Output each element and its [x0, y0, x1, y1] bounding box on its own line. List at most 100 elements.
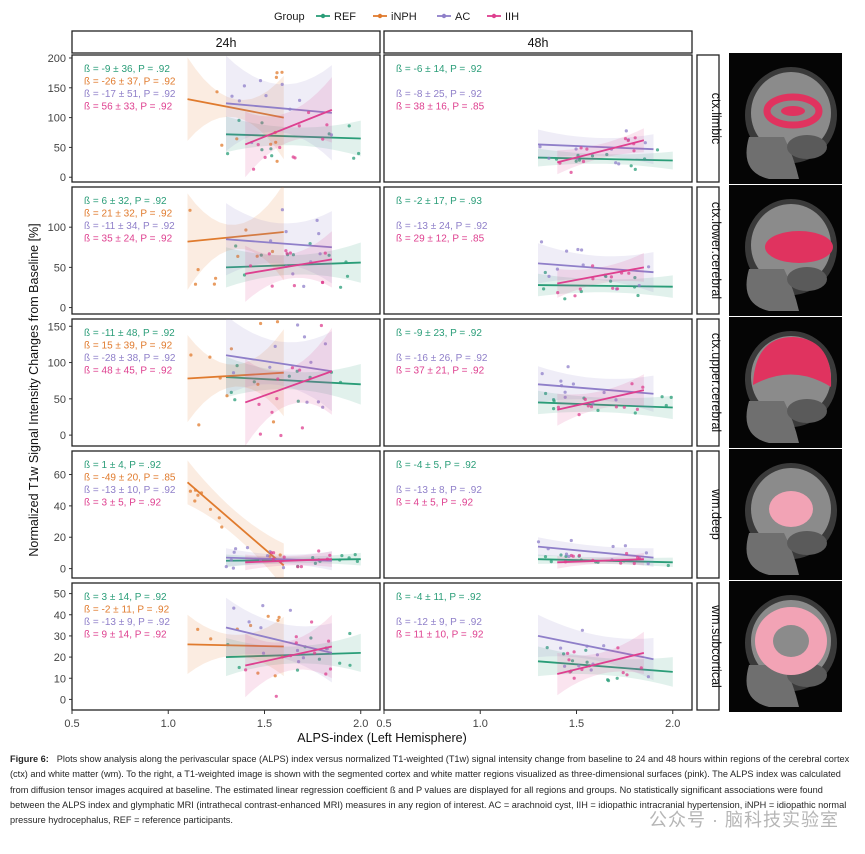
y-tick-label: 40	[54, 610, 66, 622]
data-point-iih	[625, 551, 629, 556]
data-point-iih	[267, 252, 271, 256]
regression-line-ref	[537, 401, 673, 409]
stat-label-ac: ß = -17 ± 51, P = .92	[84, 89, 176, 100]
y-tick-label: 0	[60, 694, 66, 706]
stat-label-ac: ß = -8 ± 25, P = .92	[396, 89, 482, 100]
data-point-ref	[295, 369, 299, 373]
panel-content	[537, 240, 673, 301]
data-point-inph	[236, 254, 240, 258]
panel-ctx.upper.cerebral-48h: ß = -9 ± 23, P = .92 ß = -16 ± 26, P = .9…	[383, 318, 693, 447]
data-point-ref	[664, 403, 668, 408]
data-point-ac	[321, 405, 325, 409]
data-point-iih	[611, 286, 615, 290]
data-point-ac	[623, 544, 628, 548]
stat-label-iih: ß = 9 ± 14, P = .92	[84, 630, 167, 641]
data-point-ac	[242, 84, 246, 88]
data-point-ac	[595, 653, 600, 657]
data-point-ref	[570, 659, 575, 663]
brain-mri-image-ctx.limbic	[729, 53, 842, 184]
data-point-iih	[586, 404, 590, 408]
data-point-inph	[259, 321, 263, 326]
stat-label-ref: ß = -11 ± 48, P = .92	[84, 328, 175, 339]
data-point-iih	[581, 159, 586, 164]
data-point-iih	[256, 143, 260, 147]
panel-frame	[383, 186, 693, 315]
data-point-ac	[297, 660, 301, 664]
data-point-iih	[292, 284, 296, 288]
data-point-iih	[252, 167, 256, 171]
data-point-inph	[208, 507, 213, 511]
data-point-ac	[647, 265, 651, 269]
y-tick-label: 20	[54, 652, 66, 664]
data-point-iih	[321, 137, 325, 141]
data-point-ref	[269, 147, 273, 151]
data-point-inph	[197, 423, 201, 427]
data-point-iih	[621, 671, 625, 675]
data-point-ref	[615, 676, 619, 680]
data-point-ac	[614, 161, 618, 165]
data-point-ref	[348, 631, 352, 636]
data-point-iih	[616, 646, 620, 650]
stat-label-iih: ß = 48 ± 45, P = .92	[84, 366, 173, 377]
data-point-inph	[188, 489, 192, 493]
data-point-ac	[567, 554, 571, 559]
data-point-iih	[583, 397, 587, 401]
mri-face	[746, 533, 799, 575]
data-point-ref	[252, 380, 256, 384]
data-point-ref	[234, 244, 238, 248]
mri-face	[746, 665, 799, 707]
data-point-iih	[248, 264, 253, 268]
data-point-iih	[284, 249, 288, 253]
brain-mri-image-wm.deep	[729, 449, 842, 580]
panel-ctx.upper.cerebral-24h: ß = -11 ± 48, P = .92 ß = 15 ± 39, P = .9…	[71, 318, 381, 447]
panel-content	[186, 460, 361, 578]
stat-label-ref: ß = -9 ± 23, P = .92	[396, 328, 482, 339]
data-point-inph	[208, 355, 212, 359]
data-point-ref	[633, 411, 637, 415]
data-point-ac	[296, 323, 300, 327]
data-point-inph	[188, 208, 192, 212]
regression-line-iih	[245, 258, 333, 275]
data-point-ref	[327, 253, 331, 257]
mri-region-limbic-inner	[781, 106, 805, 116]
data-point-inph	[255, 254, 259, 258]
data-point-ref	[655, 148, 660, 152]
data-point-ac	[563, 390, 567, 394]
data-point-ac	[566, 365, 570, 369]
panel-frame	[71, 54, 381, 183]
data-point-inph	[256, 382, 260, 386]
data-point-ac	[309, 360, 313, 364]
data-point-ac	[302, 284, 306, 288]
data-point-ac	[611, 544, 615, 549]
stat-label-ref: ß = -4 ± 11, P = .92	[396, 592, 482, 603]
data-point-inph	[220, 525, 224, 529]
stat-label-iih: ß = 38 ± 16, P = .85	[396, 102, 485, 113]
data-point-iih	[275, 397, 279, 401]
data-point-ac	[624, 129, 628, 133]
data-point-iih	[572, 650, 576, 654]
data-point-iih	[294, 635, 298, 639]
data-point-ref	[633, 276, 637, 280]
data-point-ac	[602, 390, 606, 395]
regression-line-inph	[187, 643, 284, 648]
data-point-ac	[646, 675, 651, 679]
data-point-ac	[288, 608, 292, 612]
data-point-ac	[580, 248, 584, 252]
data-point-ac	[295, 648, 300, 653]
data-point-ac	[643, 141, 647, 145]
data-point-ref	[352, 156, 356, 160]
panel-wm.deep-24h: ß = 1 ± 4, P = .92ß = -49 ± 20, P = .85ß…	[71, 450, 381, 579]
data-point-inph	[278, 553, 282, 557]
data-point-iih	[317, 549, 321, 553]
panel-content	[537, 128, 673, 175]
data-point-ref	[355, 559, 359, 564]
data-point-ref	[338, 661, 342, 665]
stat-label-ref: ß = -4 ± 5, P = .92	[396, 460, 477, 471]
data-point-ref	[348, 663, 352, 667]
regression-line-iih	[244, 109, 333, 146]
data-point-iih	[641, 385, 645, 389]
data-point-inph	[277, 615, 281, 620]
row-strip-label-ctx.upper.cerebral: ctx.upper.cerebral	[709, 333, 723, 432]
data-point-iih	[623, 137, 628, 141]
data-point-ac	[329, 133, 334, 137]
